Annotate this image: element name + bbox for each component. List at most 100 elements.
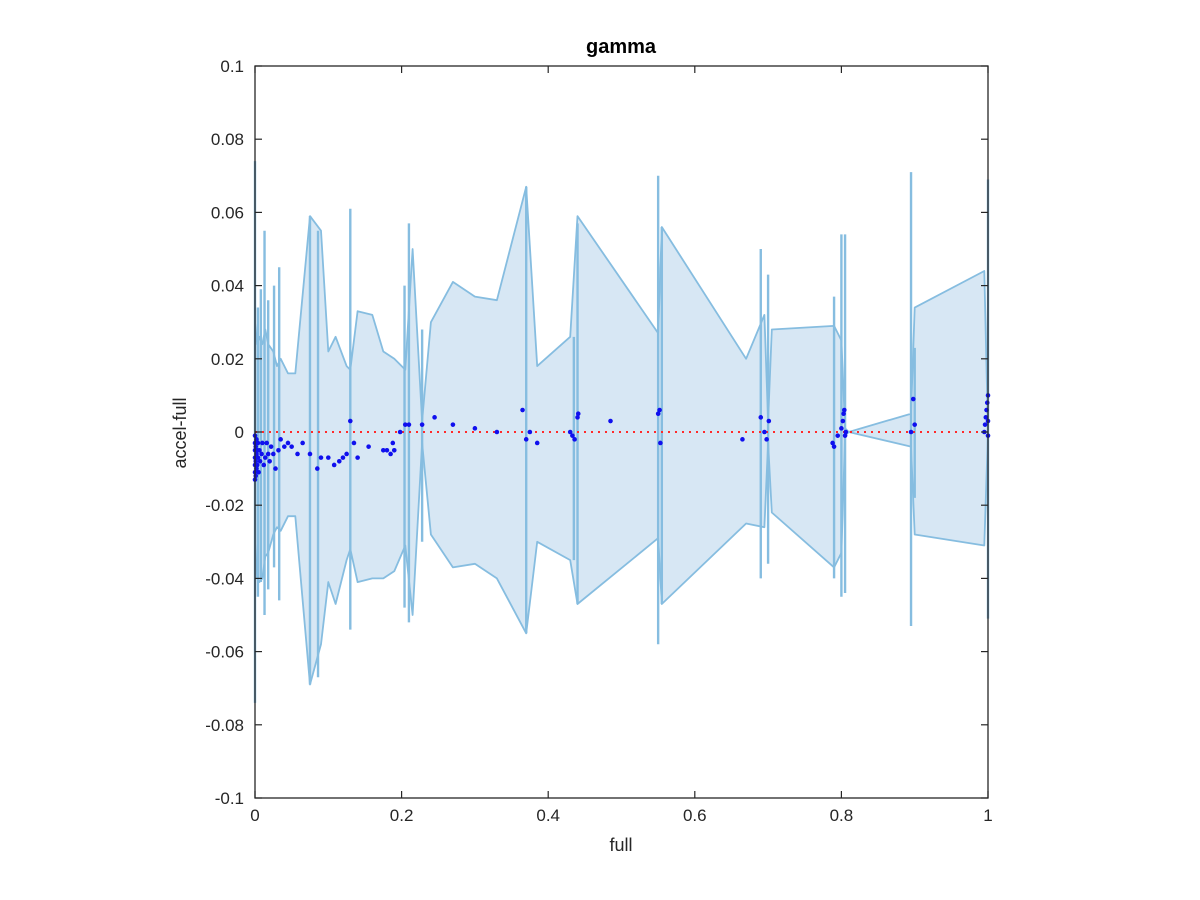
data-point [572,437,577,442]
data-point [658,440,663,446]
data-point [257,448,262,453]
data-point [285,440,291,446]
data-point [570,433,575,438]
data-point [657,407,662,413]
confidence-band [254,185,989,686]
data-point [567,429,573,435]
data-point [764,437,769,442]
data-point [384,448,390,453]
data-point [608,418,613,424]
data-point [255,455,261,460]
data-point [910,396,916,402]
data-point [472,426,478,431]
data-point [842,433,848,438]
y-tick-label: 0.08 [211,130,244,149]
y-tick-label: -0.04 [205,569,244,588]
data-point [315,466,320,471]
data-point [397,429,403,435]
data-point [534,440,540,446]
data-point [260,440,265,446]
data-point [840,418,846,424]
data-point [432,415,437,420]
data-point [983,415,989,420]
data-point [843,429,849,435]
data-point [340,455,346,460]
x-tick-label: 0.8 [830,806,854,825]
data-point [494,429,500,435]
data-point [388,451,393,457]
y-tick-label: 0.1 [220,57,244,76]
data-point [402,422,408,427]
data-point [264,440,270,446]
data-point [380,448,386,453]
y-tick-label: 0.02 [211,350,244,369]
data-point [366,444,371,449]
data-point [406,422,412,427]
y-tick-label: 0.04 [211,277,244,296]
x-tick-label: 0 [250,806,259,825]
data-point [908,429,914,435]
data-point [261,462,267,468]
data-point [762,429,767,435]
data-point [835,433,841,438]
x-tick-label: 0.6 [683,806,707,825]
y-tick-label: 0.06 [211,203,244,222]
data-point [257,458,263,464]
y-tick-label: 0 [235,423,244,442]
data-point [830,440,835,446]
y-tick-label: -0.06 [205,643,244,662]
y-tick-label: -0.02 [205,496,244,515]
data-point [655,411,661,417]
data-point [766,418,772,424]
data-point [282,444,287,449]
data-point [982,422,988,427]
data-point [351,440,357,446]
x-tick-label: 0.4 [536,806,560,825]
y-axis-label: accel-full [170,397,190,468]
data-point [347,418,353,424]
data-point [336,458,342,464]
data-point [355,455,360,460]
data-point [268,444,274,449]
data-point [575,411,581,417]
data-point [254,462,260,468]
data-point [267,458,272,464]
data-point [523,437,529,442]
data-point [256,469,261,475]
data-point [527,429,533,435]
data-point [265,451,271,457]
data-point [295,451,300,457]
data-point [326,455,331,460]
data-point [842,407,847,413]
y-tick-label: -0.1 [215,789,244,808]
data-point [520,407,525,413]
data-point [262,455,268,460]
data-point [839,426,844,431]
axes: 0 0.2 0.4 0.6 0.8 1 0.1 0.08 0.06 0.04 0.02 0 -0.02 -… [205,57,992,825]
data-point [984,400,990,406]
data-point [331,462,337,468]
data-point [259,451,264,457]
chart-title: gamma [586,36,657,58]
data-point [276,448,281,453]
data-point [390,440,396,446]
data-point [912,422,917,427]
data-point [307,451,313,457]
x-axis-label: full [609,835,632,855]
data-point [255,440,261,446]
data-point [344,451,349,457]
data-point [740,437,745,442]
data-point [273,466,278,471]
data-point [831,444,837,449]
data-point [391,448,397,453]
x-tick-label: 0.2 [390,806,414,825]
data-point [278,437,283,442]
data-point [271,451,276,457]
data-point [289,444,294,449]
data-point [300,440,305,446]
data-point [318,455,324,460]
data-point [575,415,580,420]
data-point [758,415,764,420]
x-tick-label: 1 [983,806,992,825]
